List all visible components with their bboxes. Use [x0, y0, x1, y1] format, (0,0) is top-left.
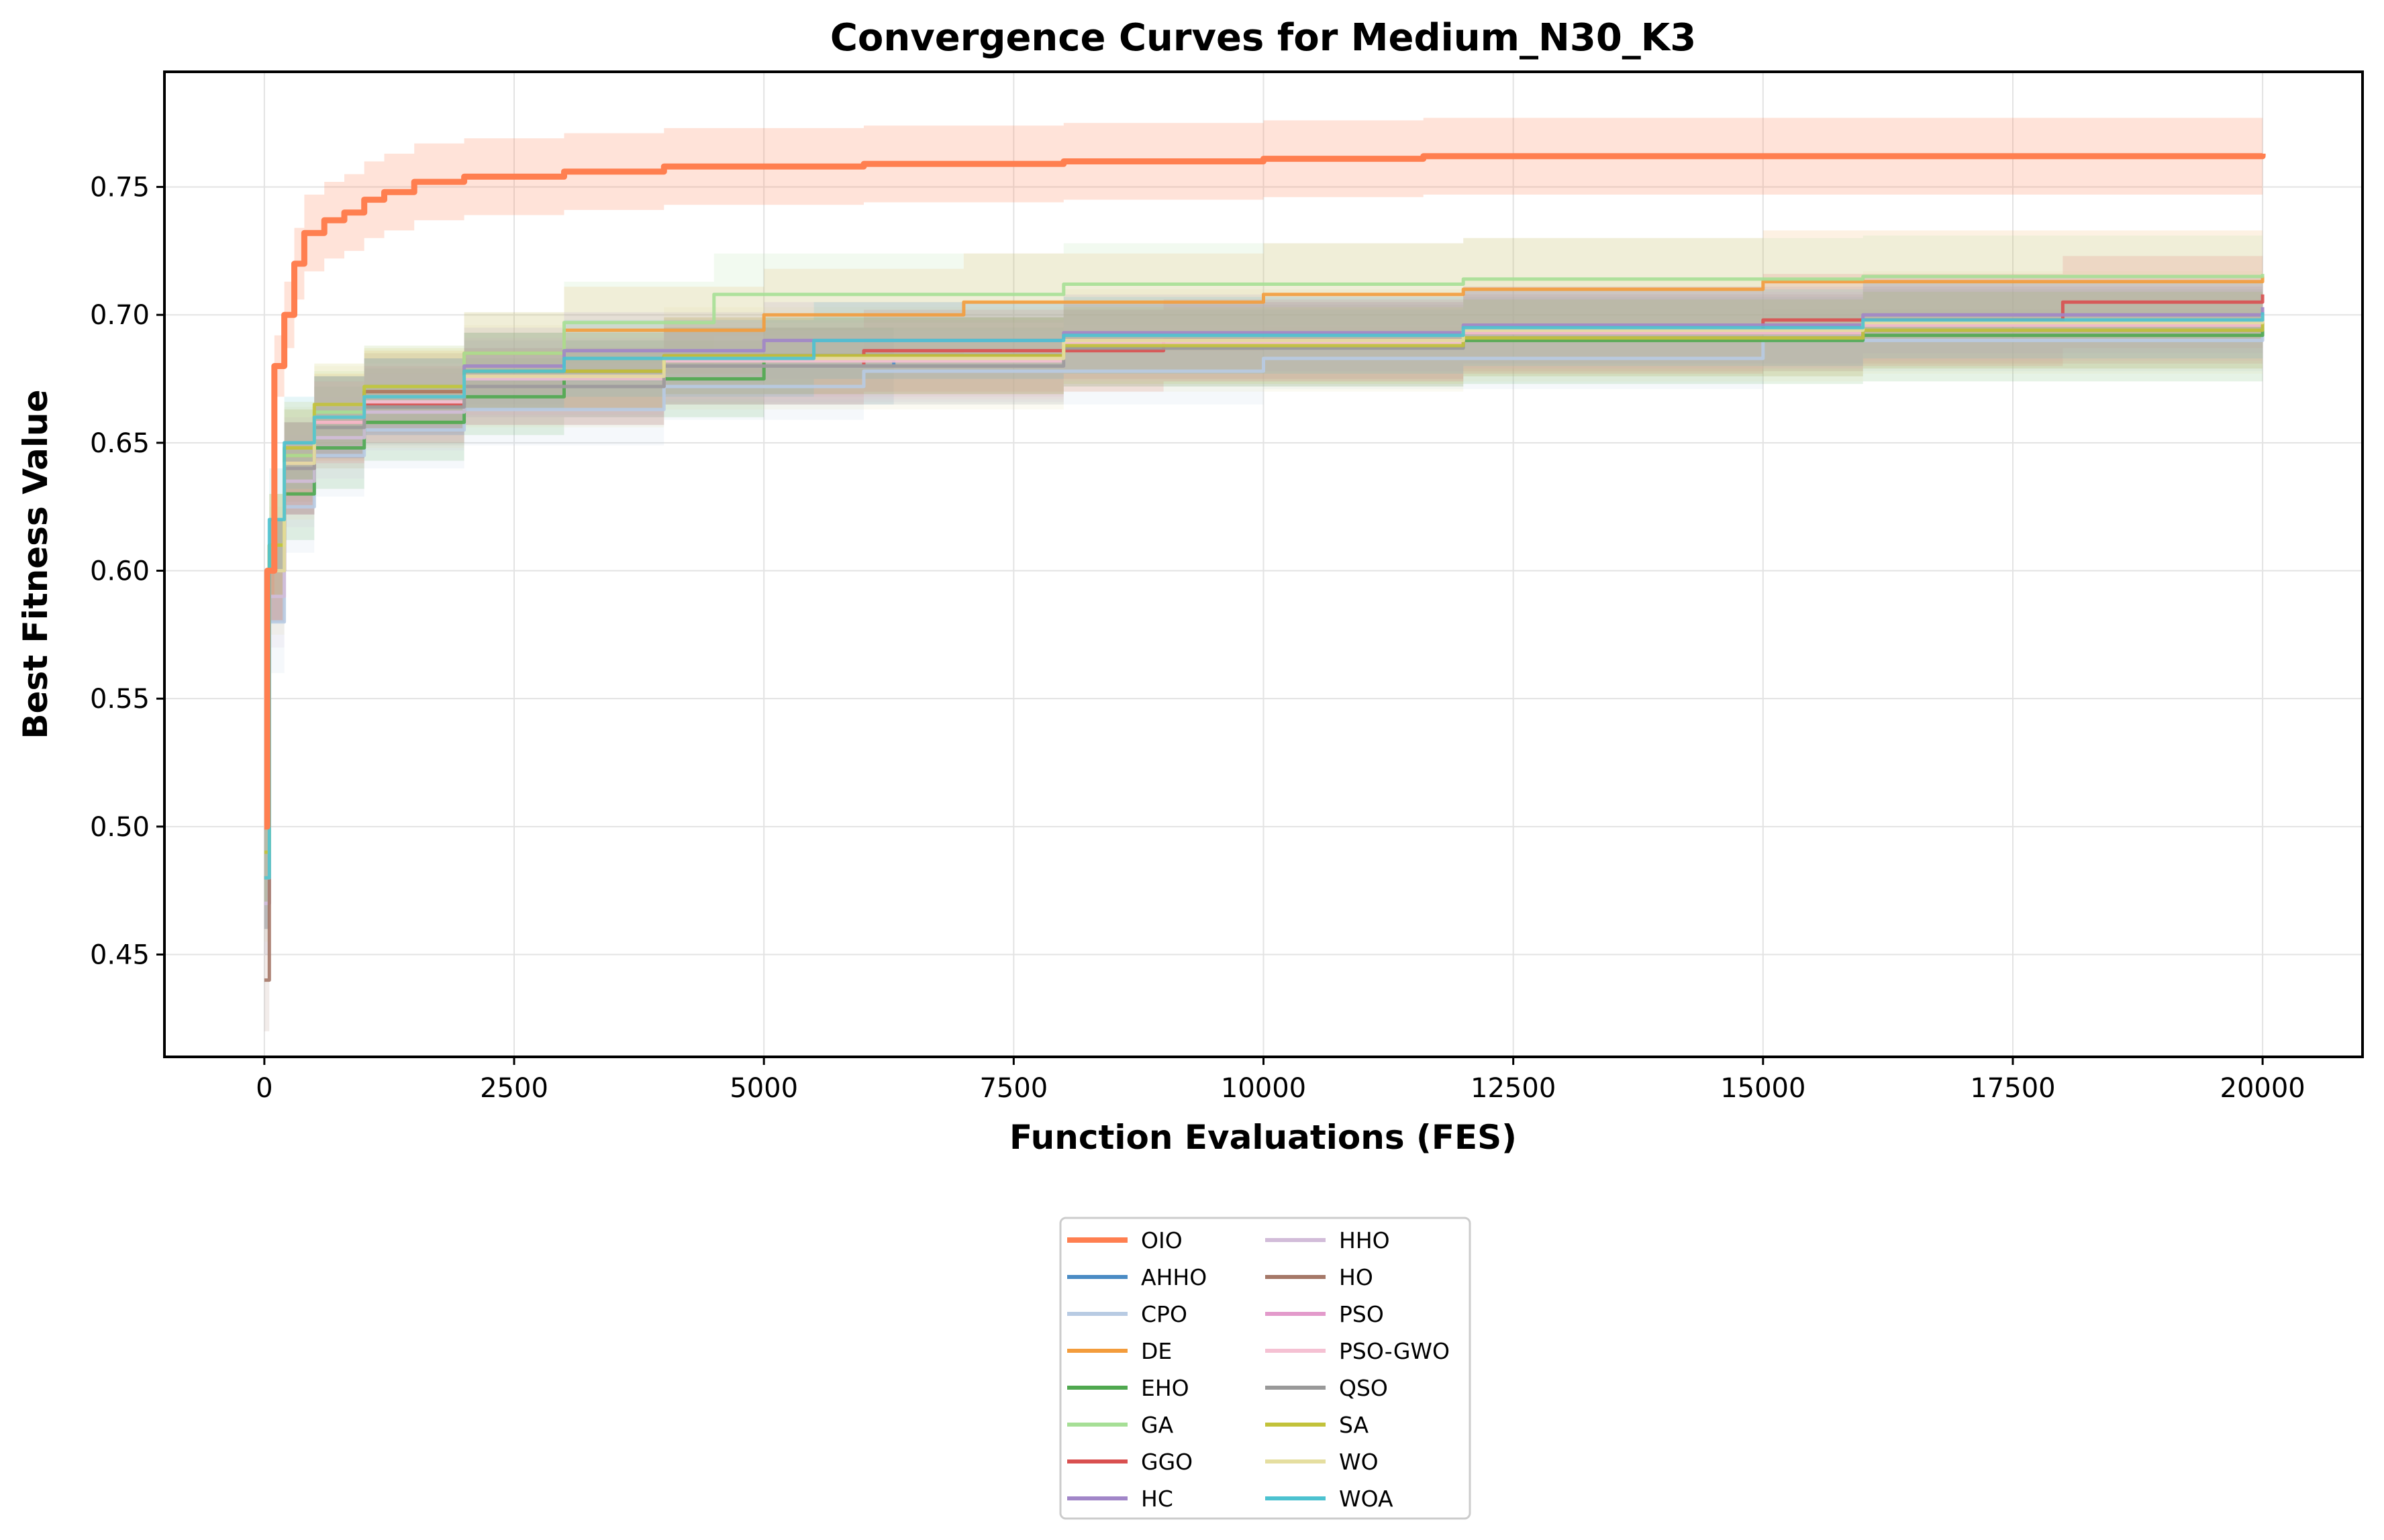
legend-label: WOA: [1339, 1486, 1393, 1512]
legend-item-cpo: CPO: [1067, 1301, 1187, 1327]
legend-label: GA: [1141, 1412, 1174, 1438]
y-axis-title: Best Fitness Value: [16, 389, 55, 739]
legend: OIO AHHO CPO DE EHO GA GGO HC HHO HO PSO PSO-GWO QSO…: [1059, 1217, 1471, 1520]
legend-items: OIO AHHO CPO DE EHO GA GGO HC HHO HO PSO PSO-GWO QSO…: [1067, 1227, 1450, 1512]
legend-label: PSO-GWO: [1339, 1338, 1450, 1364]
band-de: [264, 225, 2263, 929]
legend-item-qso: QSO: [1265, 1375, 1388, 1401]
band-hho: [264, 278, 2263, 955]
legend-label: QSO: [1339, 1375, 1388, 1401]
y-tick-label: 0.65: [90, 428, 150, 459]
legend-item-woa: WOA: [1265, 1486, 1393, 1512]
series-lines: [264, 153, 2266, 982]
legend-item-de: DE: [1067, 1338, 1172, 1364]
y-tick-label: 0.75: [90, 172, 150, 203]
legend-item-eho: EHO: [1067, 1375, 1189, 1401]
x-axis-ticks: 0 2500 5000 7500 10000 12500 15000 17500 20000: [256, 1057, 2305, 1104]
x-tick-label: 12500: [1471, 1073, 1556, 1104]
legend-label: SA: [1339, 1412, 1369, 1438]
band-oio: [264, 115, 2263, 827]
chart-title: Convergence Curves for Medium_N30_K3: [830, 16, 1696, 60]
legend-item-hho: HHO: [1265, 1227, 1390, 1253]
grid: [164, 72, 2363, 1057]
x-tick-label: 5000: [730, 1073, 798, 1104]
series-line-woa: [264, 312, 2265, 880]
x-tick-label: 10000: [1221, 1073, 1306, 1104]
legend-label: HC: [1141, 1486, 1173, 1512]
legend-label: HO: [1339, 1264, 1373, 1290]
legend-frame: [1059, 1217, 1471, 1520]
legend-label: OIO: [1141, 1227, 1183, 1253]
legend-item-pso-gwo: PSO-GWO: [1265, 1338, 1450, 1364]
legend-label: WO: [1339, 1449, 1379, 1475]
band-ahho: [264, 319, 894, 929]
y-tick-label: 0.50: [90, 812, 150, 843]
legend-label: CPO: [1141, 1301, 1187, 1327]
y-tick-label: 0.55: [90, 684, 150, 715]
y-axis-ticks: 0.45 0.50 0.55 0.60 0.65 0.70 0.75: [90, 172, 164, 970]
band-cpo: [264, 297, 2263, 955]
legend-item-hc: HC: [1067, 1486, 1173, 1512]
legend-label: DE: [1141, 1338, 1172, 1364]
legend-item-ho: HO: [1265, 1264, 1373, 1290]
legend-label: EHO: [1141, 1375, 1189, 1401]
x-tick-label: 0: [256, 1073, 272, 1104]
legend-item-pso: PSO: [1265, 1301, 1384, 1327]
y-tick-label: 0.45: [90, 939, 150, 970]
legend-item-oio: OIO: [1067, 1227, 1183, 1253]
x-tick-label: 17500: [1970, 1073, 2055, 1104]
y-tick-label: 0.60: [90, 556, 150, 587]
legend-item-wo: WO: [1265, 1449, 1379, 1475]
band-sa: [264, 284, 2263, 904]
band-qso: [264, 287, 2263, 929]
legend-label: PSO: [1339, 1301, 1384, 1327]
band-pso-gwo: [264, 281, 2263, 929]
legend-label: HHO: [1339, 1227, 1390, 1253]
series-line-oio: [264, 153, 2266, 830]
legend-label: GGO: [1141, 1449, 1193, 1475]
x-axis-title: Function Evaluations (FES): [1009, 1118, 1517, 1157]
y-tick-label: 0.70: [90, 300, 150, 331]
legend-item-ahho: AHHO: [1067, 1264, 1207, 1290]
band-eho: [264, 284, 2263, 929]
legend-item-ggo: GGO: [1067, 1449, 1193, 1475]
legend-label: AHHO: [1141, 1264, 1207, 1290]
x-tick-label: 2500: [480, 1073, 548, 1104]
legend-item-ga: GA: [1067, 1412, 1174, 1438]
legend-item-sa: SA: [1265, 1412, 1369, 1438]
x-tick-label: 15000: [1720, 1073, 1805, 1104]
x-tick-label: 7500: [979, 1073, 1048, 1104]
x-tick-label: 20000: [2220, 1073, 2305, 1104]
